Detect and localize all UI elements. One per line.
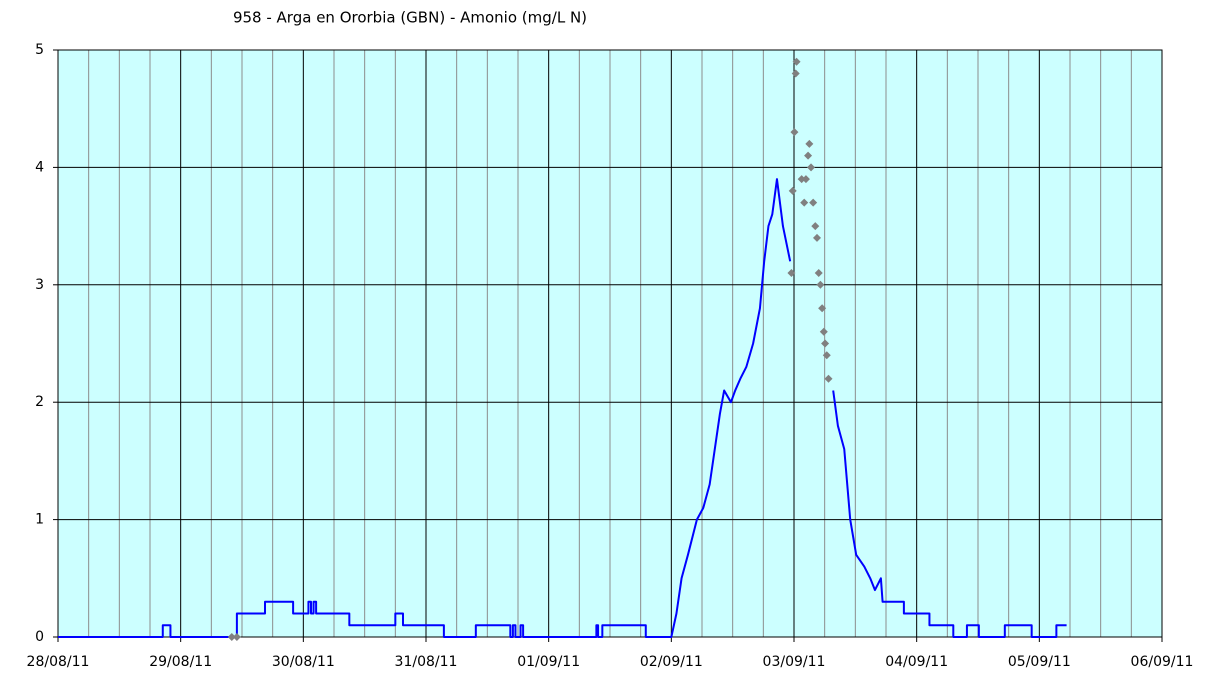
- y-tick-label: 2: [35, 394, 44, 410]
- data-point: [804, 151, 813, 160]
- y-tick-label: 3: [35, 277, 44, 293]
- data-point: [227, 633, 236, 641]
- x-tick-label: 30/08/11: [272, 654, 335, 670]
- y-tick-label: 4: [35, 159, 44, 175]
- x-tick-label: 01/09/11: [517, 654, 580, 670]
- x-tick-label: 31/08/11: [395, 654, 458, 670]
- data-point: [809, 198, 818, 207]
- data-point: [821, 339, 830, 348]
- y-tick-label: 0: [35, 629, 44, 645]
- data-point: [791, 69, 800, 78]
- data-point: [800, 198, 809, 207]
- y-tick-label: 5: [35, 42, 44, 58]
- x-tick-label: 02/09/11: [640, 654, 703, 670]
- data-point: [797, 175, 806, 184]
- x-tick-label: 05/09/11: [1008, 654, 1071, 670]
- data-point: [787, 269, 796, 278]
- x-tick-label: 28/08/11: [27, 654, 90, 670]
- data-point: [811, 222, 820, 231]
- data-point: [818, 304, 827, 313]
- y-tick-label: 1: [35, 512, 44, 528]
- data-point: [792, 57, 801, 66]
- data-point: [822, 351, 831, 360]
- data-point: [816, 280, 825, 289]
- chart-title: 958 - Arga en Ororbia (GBN) - Amonio (mg…: [233, 9, 587, 27]
- data-point: [232, 633, 241, 641]
- data-point: [824, 374, 833, 383]
- plot-border: [57, 49, 1163, 638]
- data-point: [819, 327, 828, 336]
- data-point: [790, 128, 799, 137]
- data-point: [807, 163, 816, 172]
- x-tick-label: 04/09/11: [885, 654, 948, 670]
- data-point: [805, 139, 814, 148]
- data-point: [814, 269, 823, 278]
- data-point: [788, 186, 797, 195]
- data-line: [58, 178, 1067, 638]
- x-tick-label: 29/08/11: [149, 654, 212, 670]
- x-tick-label: 03/09/11: [763, 654, 826, 670]
- x-tick-label: 06/09/11: [1131, 654, 1194, 670]
- data-point: [813, 233, 821, 242]
- data-point: [801, 175, 810, 184]
